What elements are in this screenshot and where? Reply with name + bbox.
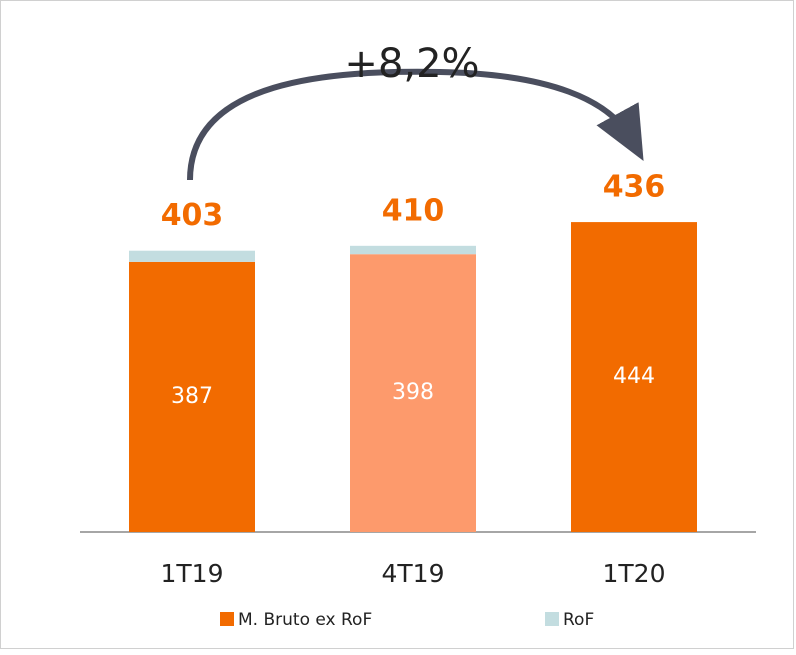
x-tick-label: 1T19 — [161, 559, 224, 588]
legend-label: M. Bruto ex RoF — [238, 610, 372, 630]
bar-segment — [571, 222, 697, 532]
legend-swatch — [545, 612, 559, 626]
segment-label: 398 — [392, 380, 434, 405]
segment-label: 387 — [171, 384, 213, 409]
annotation: +8,2% — [344, 41, 479, 87]
legend-label: RoF — [563, 610, 594, 630]
total-label: 436 — [603, 170, 666, 205]
bar-segment — [129, 250, 255, 262]
x-tick-label: 1T20 — [603, 559, 666, 588]
arrow — [187, 68, 644, 181]
total-label: 410 — [382, 193, 445, 228]
legend-swatch — [220, 612, 234, 626]
bar-segment — [350, 254, 476, 533]
bar-segment — [350, 245, 476, 255]
bar-segment — [129, 261, 255, 532]
segment-label: 444 — [613, 364, 655, 389]
x-tick-label: 4T19 — [382, 559, 445, 588]
total-label: 403 — [161, 198, 224, 233]
